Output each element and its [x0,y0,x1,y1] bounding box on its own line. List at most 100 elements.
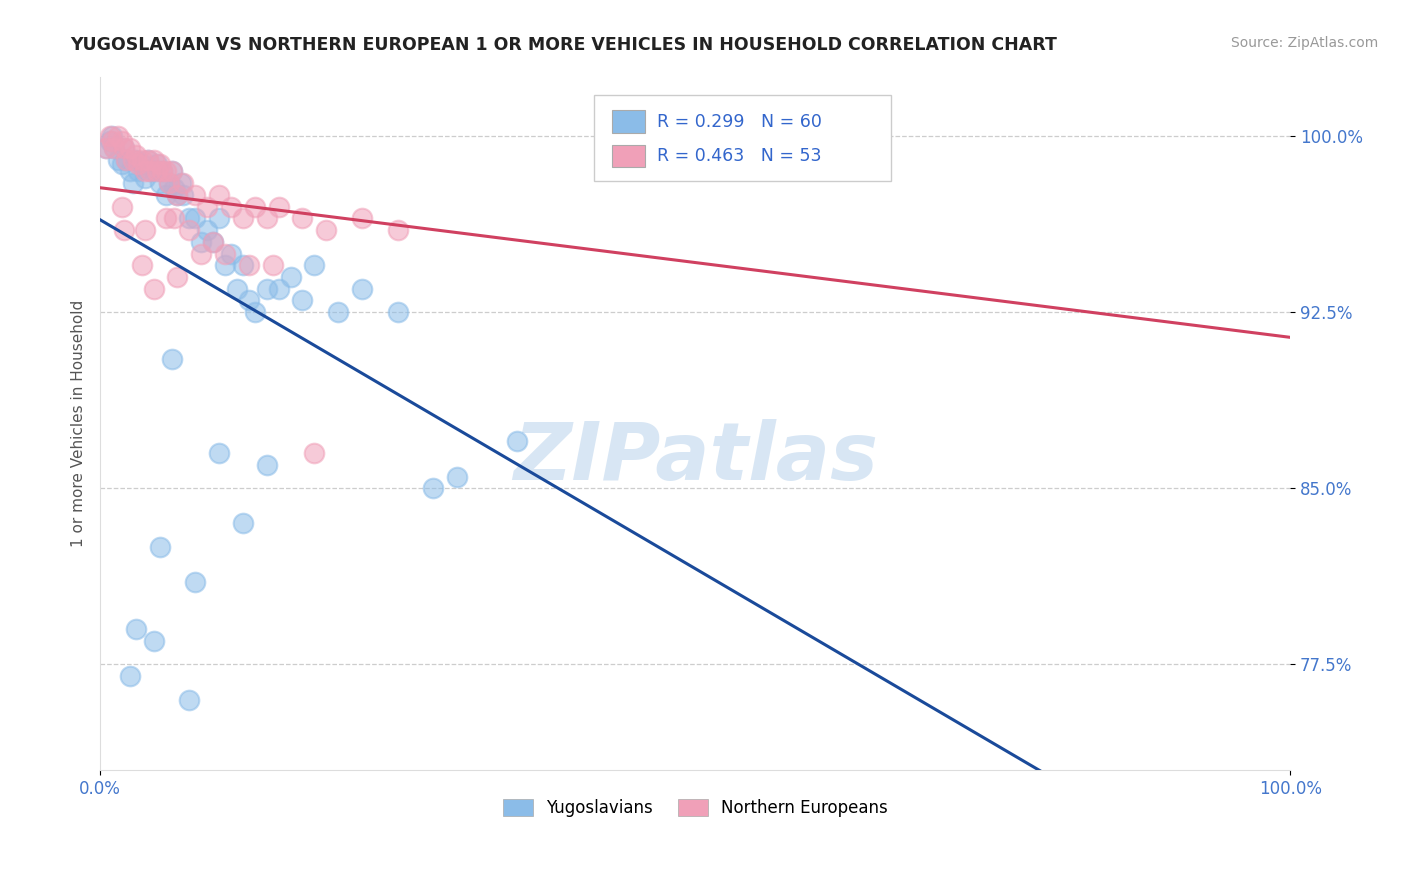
Point [190,235,212,249]
Point [262,258,284,272]
Point [160,164,183,178]
Text: R = 0.299   N = 60: R = 0.299 N = 60 [657,112,823,131]
Point [136,153,159,167]
Point [136,153,159,167]
Point [160,352,183,367]
Point [267,200,290,214]
Point [112,223,135,237]
Point [243,305,266,319]
Point [219,246,242,260]
Point [155,187,177,202]
Point [387,223,409,237]
Point [101,134,124,148]
Point [256,211,278,226]
Point [115,153,138,167]
Point [146,157,169,171]
Point [155,164,177,178]
Point [118,164,141,178]
Point [134,223,156,237]
Point [94,141,117,155]
Point [184,575,207,590]
Point [163,181,186,195]
Point [184,187,207,202]
FancyBboxPatch shape [593,95,891,181]
Point [149,540,172,554]
Point [103,141,125,155]
Point [112,141,135,155]
Point [505,434,527,449]
Point [350,282,373,296]
Point [125,148,148,162]
Point [243,200,266,214]
Point [387,305,409,319]
Point [232,211,254,226]
Point [238,258,260,272]
Point [326,305,349,319]
Point [142,282,165,296]
Point [304,446,326,460]
Point [122,153,145,167]
Point [131,153,153,167]
Point [166,270,188,285]
Point [172,176,194,190]
Point [350,211,373,226]
Point [184,211,207,226]
Point [155,211,177,226]
Point [304,258,326,272]
Bar [612,145,645,168]
Point [202,235,225,249]
Point [202,235,225,249]
Point [163,211,186,226]
Point [142,633,165,648]
Point [149,176,172,190]
Point [280,270,302,285]
Point [103,141,125,155]
Point [122,176,145,190]
Point [127,157,149,171]
Point [131,157,153,171]
Point [101,129,124,144]
Point [118,141,141,155]
Point [125,153,148,167]
Point [125,622,148,636]
Point [226,282,249,296]
Point [150,164,173,178]
Point [139,164,162,178]
Point [179,211,201,226]
Point [208,187,231,202]
Point [744,129,766,144]
Point [166,187,188,202]
Point [219,200,242,214]
Point [446,469,468,483]
Point [139,164,162,178]
Point [149,157,172,171]
Point [170,176,193,190]
Point [110,134,132,148]
Point [118,669,141,683]
Point [214,246,236,260]
Text: R = 0.463   N = 53: R = 0.463 N = 53 [657,147,821,165]
Point [134,171,156,186]
Point [110,157,132,171]
Point [315,223,337,237]
Legend: Yugoslavians, Northern Europeans: Yugoslavians, Northern Europeans [496,792,894,824]
Point [256,458,278,472]
Text: ZIPatlas: ZIPatlas [513,419,877,498]
Point [150,164,173,178]
Bar [612,110,645,133]
Point [107,153,129,167]
Point [160,164,183,178]
Point [134,164,156,178]
Point [127,164,149,178]
Point [291,211,314,226]
Point [238,293,260,308]
Point [190,246,212,260]
Point [157,176,180,190]
Point [157,176,180,190]
Point [179,223,201,237]
Text: Source: ZipAtlas.com: Source: ZipAtlas.com [1230,36,1378,50]
Point [208,446,231,460]
Point [172,187,194,202]
Point [208,211,231,226]
Point [179,692,201,706]
